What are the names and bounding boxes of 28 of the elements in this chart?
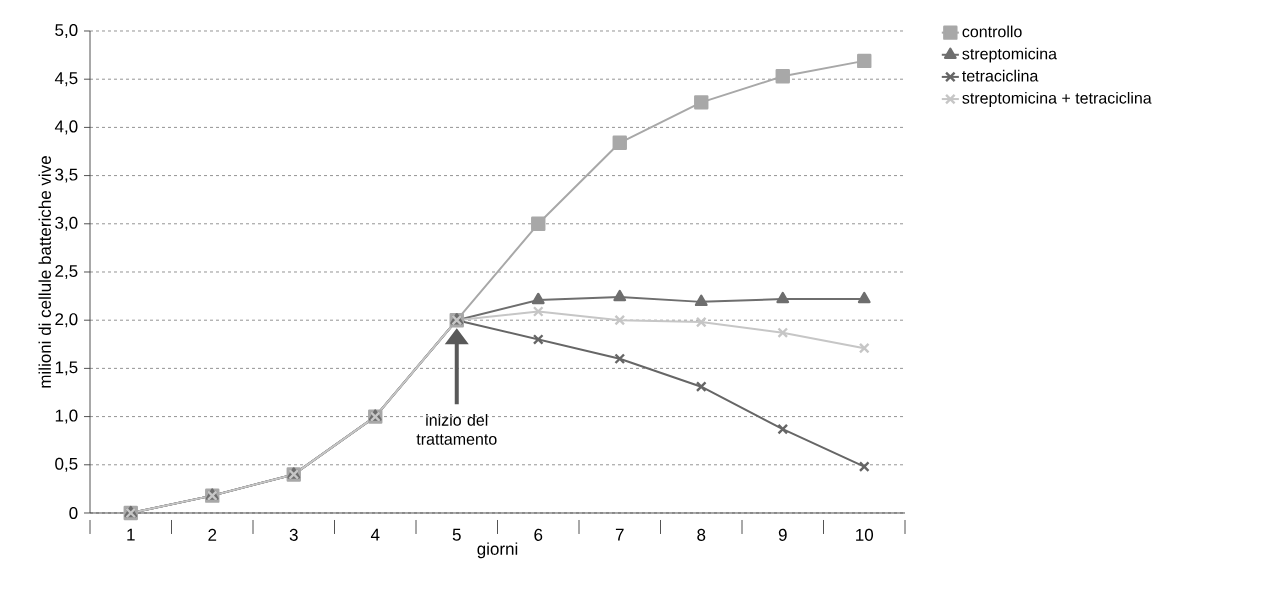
y-tick-label: 4,5 <box>54 72 78 87</box>
x-tick-label: 1 <box>127 528 135 541</box>
annotation: inizio del trattamento <box>416 414 497 445</box>
y-tick-label: 5,0 <box>55 23 78 39</box>
y-tick-label: 3,0 <box>55 216 78 231</box>
y-tick-label: 0 <box>69 506 78 520</box>
x-tick-label: 7 <box>615 528 624 541</box>
legend-label: controllo <box>962 25 1022 38</box>
y-axis-title: milioni di cellule batteriche vive <box>38 156 51 388</box>
y-tick-label: 1,0 <box>55 409 78 424</box>
x-tick-label: 3 <box>289 528 298 541</box>
x-tick-label: 8 <box>697 528 706 541</box>
y-tick-label: 2,0 <box>55 313 78 328</box>
x-tick-label: 4 <box>370 528 380 541</box>
x-tick-label: 6 <box>534 528 543 541</box>
x-axis-title: giorni <box>477 542 518 559</box>
legend-label: tetraciclina <box>962 69 1039 82</box>
x-tick-label: 9 <box>778 528 787 541</box>
x-tick-label: 10 <box>856 528 874 541</box>
x-tick-label: 5 <box>452 528 461 541</box>
y-tick-label: 4,0 <box>54 120 78 135</box>
legend-label: streptomicina + tetraciclina <box>962 91 1152 107</box>
y-tick-label: 1,5 <box>55 361 78 376</box>
legend-label: streptomicina <box>962 47 1057 63</box>
y-tick-label: 2,5 <box>55 264 78 280</box>
y-tick-label: 3,5 <box>55 168 78 183</box>
y-tick-label: 0,5 <box>55 457 78 472</box>
x-tick-label: 2 <box>208 528 217 541</box>
